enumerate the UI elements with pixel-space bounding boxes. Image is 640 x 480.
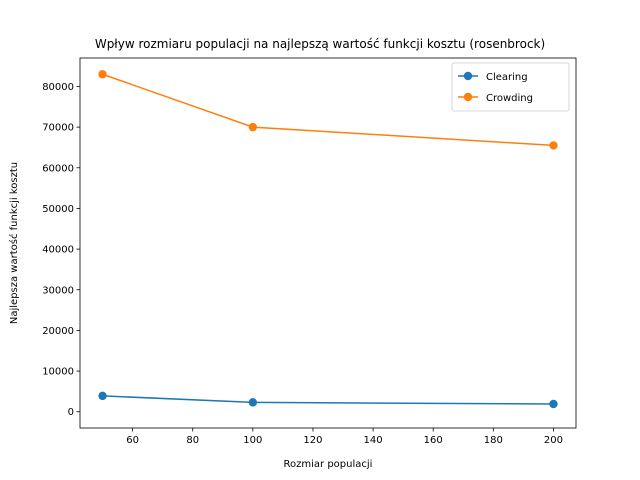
x-tick-label: 120 <box>303 435 322 446</box>
y-tick-label: 70000 <box>42 123 74 134</box>
y-tick-label: 50000 <box>42 204 74 215</box>
y-tick-label: 80000 <box>42 82 74 93</box>
x-tick-label: 180 <box>484 435 503 446</box>
x-axis-ticks: 60 80 100 120 140 160 180 200 <box>126 428 563 446</box>
y-tick-label: 20000 <box>42 326 74 337</box>
series-layer <box>98 70 558 409</box>
data-point-clearing <box>248 398 258 407</box>
legend-item-crowding: Crowding <box>458 92 533 104</box>
legend-box <box>451 62 570 112</box>
x-tick-label: 100 <box>243 435 262 446</box>
legend: Clearing Crowding <box>451 62 570 112</box>
x-axis-label: Rozmiar populacji <box>284 459 373 470</box>
data-point-clearing <box>549 399 558 409</box>
x-tick-label: 60 <box>126 435 139 446</box>
legend-label: Clearing <box>486 72 528 83</box>
y-axis-label: Najlepsza wartość funkcji kosztu <box>8 162 20 324</box>
plot-area <box>80 58 576 428</box>
y-tick-label: 10000 <box>42 367 74 378</box>
x-tick-label: 200 <box>544 435 563 446</box>
chart-title: Wpływ rozmiaru populacji na najlepszą wa… <box>95 37 545 51</box>
data-point-crowding <box>98 70 107 79</box>
legend-item-clearing: Clearing <box>458 71 528 83</box>
y-tick-label: 40000 <box>42 245 74 256</box>
legend-swatch-marker <box>463 71 473 81</box>
data-point-crowding <box>248 122 258 132</box>
data-point-crowding <box>549 141 558 150</box>
legend-swatch-marker <box>463 92 473 102</box>
axes-frame <box>79 57 577 429</box>
y-tick-label: 30000 <box>42 285 74 296</box>
y-tick-label: 60000 <box>42 163 74 174</box>
legend-label: Crowding <box>486 93 533 104</box>
y-tick-label: 0 <box>68 407 74 418</box>
x-tick-label: 140 <box>364 435 383 446</box>
y-axis-ticks: 0 10000 20000 30000 40000 50000 60000 70000 8000… <box>42 82 80 418</box>
data-point-clearing <box>98 391 107 401</box>
x-tick-label: 80 <box>186 435 199 446</box>
x-tick-label: 160 <box>424 435 443 446</box>
